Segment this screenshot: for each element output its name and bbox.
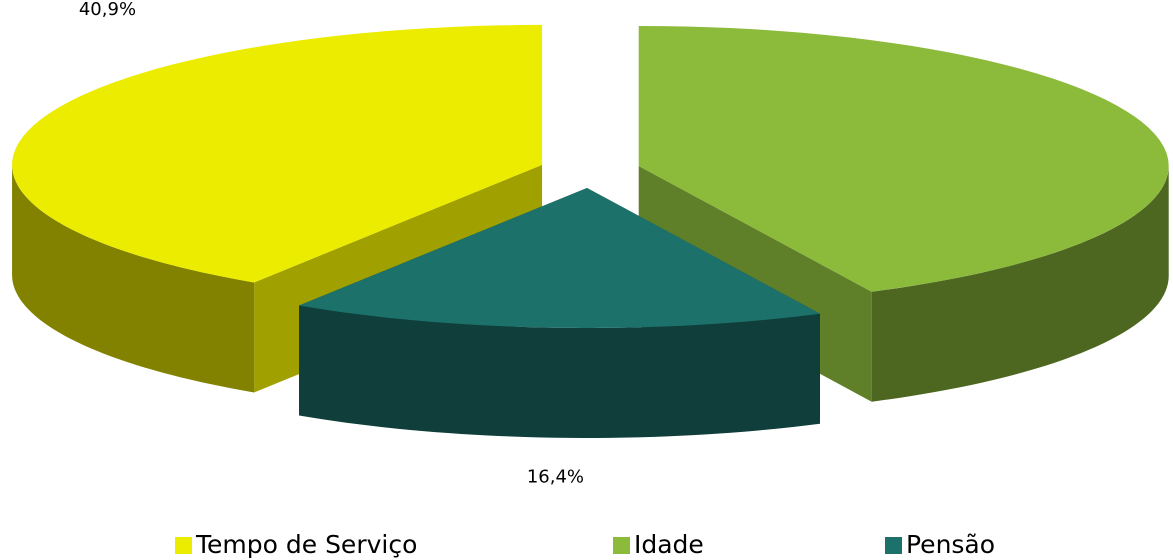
legend-label: Tempo de Serviço: [195, 530, 417, 559]
slice-wall: [299, 305, 820, 438]
legend-swatch: [613, 537, 630, 554]
legend-swatch: [175, 537, 192, 554]
slice-top: [299, 187, 820, 328]
slice: [299, 187, 820, 438]
legend-label: Pensão: [906, 530, 995, 559]
value-label: 16,4%: [527, 467, 584, 488]
legend-swatch: [885, 537, 902, 554]
legend-label: Idade: [634, 530, 704, 559]
value-label: 40,9%: [79, 0, 136, 20]
slice-top: [12, 24, 543, 283]
slice-wall: [871, 165, 1169, 402]
value-label: 42,8%: [1052, 0, 1109, 3]
slice-top: [638, 25, 1169, 292]
slice-wall: [12, 164, 255, 393]
